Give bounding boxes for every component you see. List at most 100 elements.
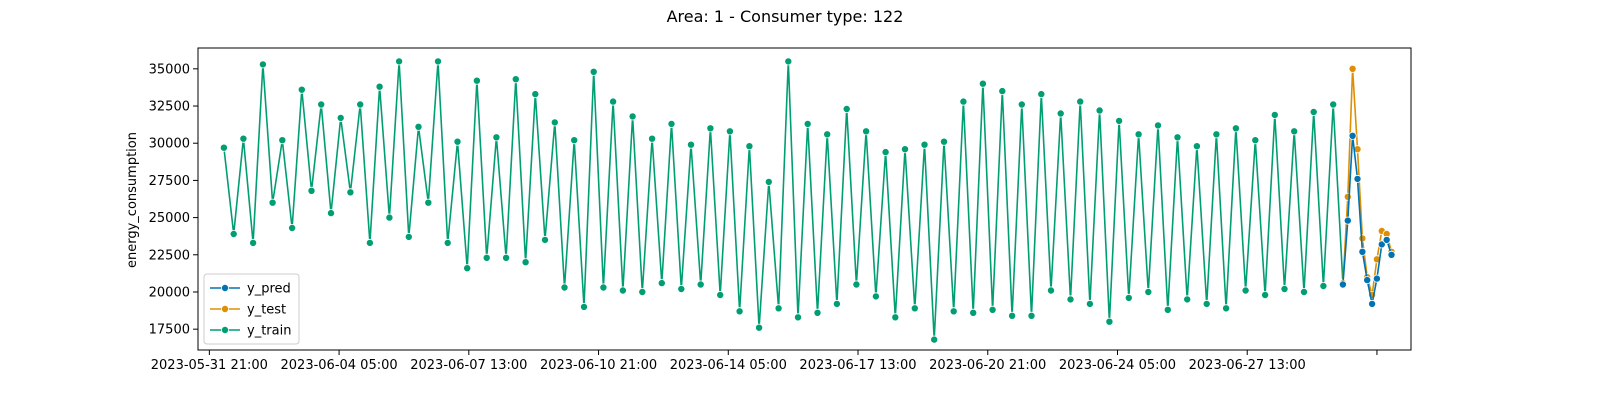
data-point: [1017, 100, 1026, 109]
data-point: [278, 136, 287, 145]
y-tick-label: 27500: [149, 174, 190, 189]
data-point: [346, 188, 355, 197]
data-point: [871, 292, 880, 301]
data-point: [589, 67, 598, 76]
data-point: [784, 57, 793, 66]
data-point: [618, 286, 627, 295]
data-point: [317, 100, 326, 109]
data-point: [1358, 247, 1367, 256]
data-point: [365, 238, 374, 247]
legend-item-y-test: y_test: [210, 303, 286, 318]
data-point: [969, 308, 978, 317]
data-point: [1300, 287, 1309, 296]
data-point: [1124, 293, 1133, 302]
chart-title: Area: 1 - Consumer type: 122: [667, 7, 904, 26]
y-tick-label: 25000: [149, 211, 190, 226]
data-point: [1115, 116, 1124, 125]
data-point: [813, 308, 822, 317]
data-point: [959, 97, 968, 106]
data-point: [511, 75, 520, 84]
data-point: [1008, 311, 1017, 320]
data-point: [1202, 299, 1211, 308]
y-tick-label: 17500: [149, 323, 190, 338]
data-point: [492, 133, 501, 142]
data-point: [1270, 110, 1279, 119]
data-point: [794, 313, 803, 322]
data-point: [268, 198, 277, 207]
data-point: [920, 140, 929, 149]
legend-marker: [220, 325, 229, 334]
data-point: [1056, 109, 1065, 118]
data-point: [1066, 295, 1075, 304]
data-point: [375, 82, 384, 91]
series-y-pred: [1338, 131, 1396, 308]
y-tick-label: 20000: [149, 285, 190, 300]
legend-label: y_train: [247, 324, 291, 339]
data-point: [755, 323, 764, 332]
data-point: [1085, 299, 1094, 308]
legend-item-y-pred: y_pred: [210, 282, 291, 297]
data-point: [949, 307, 958, 316]
legend-box: [203, 273, 300, 345]
data-point: [570, 136, 579, 145]
data-point: [1037, 90, 1046, 99]
data-point: [249, 238, 258, 247]
data-point: [385, 213, 394, 222]
y-axis-label: energy_consumption: [125, 132, 140, 268]
data-point: [1348, 64, 1357, 73]
series-layer: [219, 57, 1396, 344]
data-point: [395, 57, 404, 66]
data-point: [998, 87, 1007, 96]
plot-frame: [197, 47, 1412, 351]
data-point: [1290, 127, 1299, 136]
data-point: [735, 307, 744, 316]
data-point: [531, 90, 540, 99]
data-point: [599, 283, 608, 292]
data-point: [803, 119, 812, 128]
data-point: [1144, 287, 1153, 296]
data-point: [1329, 100, 1338, 109]
data-point: [764, 177, 773, 186]
data-point: [940, 137, 949, 146]
data-point: [648, 134, 657, 143]
x-axis: 2023-05-31 21:00 2023-06-04 05:00 2023-06-…: [151, 350, 1378, 373]
data-point: [1241, 286, 1250, 295]
data-point: [696, 280, 705, 289]
y-tick-label: 32500: [149, 100, 190, 115]
data-point: [1261, 290, 1270, 299]
data-point: [901, 145, 910, 154]
data-point: [1319, 281, 1328, 290]
data-point: [667, 119, 676, 128]
data-point: [472, 76, 481, 85]
data-point: [1163, 305, 1172, 314]
data-point: [1173, 133, 1182, 142]
data-point: [482, 253, 491, 262]
data-point: [1348, 131, 1357, 140]
data-point: [823, 130, 832, 139]
data-point: [541, 235, 550, 244]
data-point: [1382, 235, 1391, 244]
data-point: [1027, 311, 1036, 320]
data-point: [219, 143, 228, 152]
data-point: [1309, 108, 1318, 117]
data-point: [774, 304, 783, 313]
legend-marker: [220, 283, 229, 292]
data-point: [609, 97, 618, 106]
data-point: [1353, 174, 1362, 183]
data-point: [1343, 192, 1352, 201]
data-point: [414, 122, 423, 131]
legend-marker: [220, 304, 229, 313]
data-point: [1105, 317, 1114, 326]
data-point: [326, 209, 335, 218]
data-point: [560, 283, 569, 292]
x-tick-label: 2023-05-31 21:00: [151, 358, 268, 373]
data-point: [1387, 250, 1396, 259]
data-point: [988, 305, 997, 314]
data-point: [1363, 276, 1372, 285]
data-point: [716, 290, 725, 299]
data-point: [1095, 106, 1104, 115]
data-point: [229, 229, 238, 238]
series-line: [223, 60, 1344, 341]
y-tick-label: 35000: [149, 62, 190, 77]
